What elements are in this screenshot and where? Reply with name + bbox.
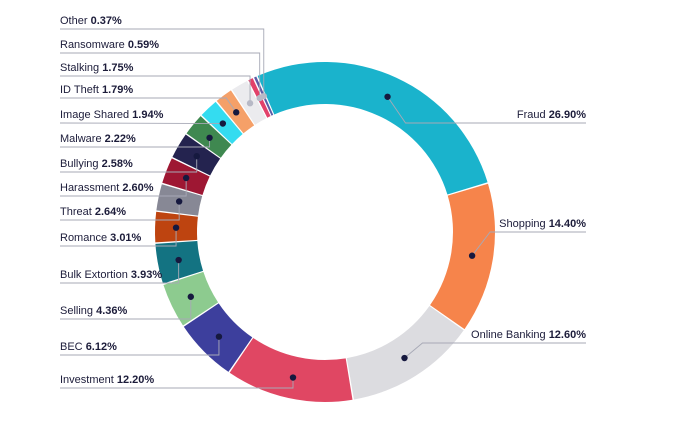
leader-harassment bbox=[60, 177, 187, 197]
label-fraud: Fraud 26.90% bbox=[517, 109, 586, 121]
label-name-investment: Investment bbox=[60, 374, 117, 386]
label-other: Other 0.37% bbox=[60, 15, 122, 27]
dot-harassment bbox=[182, 174, 190, 182]
label-name-romance: Romance bbox=[60, 232, 110, 244]
label-image-shared: Image Shared 1.94% bbox=[60, 109, 164, 121]
label-name-bulk-extortion: Bulk Extortion bbox=[60, 269, 131, 281]
label-value-malware: 2.22% bbox=[105, 133, 136, 145]
label-name-stalking: Stalking bbox=[60, 62, 102, 74]
label-value-bec: 6.12% bbox=[86, 341, 117, 353]
leader-shopping bbox=[471, 231, 586, 256]
leader-other bbox=[60, 28, 265, 97]
slices-layer bbox=[154, 61, 495, 403]
label-name-shopping: Shopping bbox=[499, 218, 549, 230]
label-malware: Malware 2.22% bbox=[60, 133, 136, 145]
leader-investment bbox=[60, 377, 294, 389]
leader-threat bbox=[60, 201, 180, 221]
dot-fraud bbox=[384, 93, 391, 100]
slice-investment bbox=[229, 337, 353, 403]
label-threat: Threat 2.64% bbox=[60, 206, 126, 218]
dot-romance bbox=[172, 224, 180, 231]
dot-bulk-extortion bbox=[175, 256, 182, 264]
dot-bec bbox=[215, 333, 223, 340]
leader-ransomware bbox=[60, 52, 261, 99]
label-bulk-extortion: Bulk Extortion 3.93% bbox=[60, 269, 162, 281]
label-value-stalking: 1.75% bbox=[102, 62, 133, 74]
label-value-other: 0.37% bbox=[91, 15, 122, 27]
dot-investment bbox=[289, 374, 297, 381]
labels-layer: Fraud 26.90% Shopping 14.40% Online Bankin… bbox=[60, 15, 586, 386]
label-romance: Romance 3.01% bbox=[60, 232, 142, 244]
dot-stalking bbox=[246, 100, 254, 107]
dot-other bbox=[260, 92, 267, 100]
label-name-harassment: Harassment bbox=[60, 182, 122, 194]
label-investment: Investment 12.20% bbox=[60, 374, 154, 386]
label-value-ransomware: 0.59% bbox=[128, 39, 159, 51]
label-value-harassment: 2.60% bbox=[122, 182, 153, 194]
label-value-image-shared: 1.94% bbox=[132, 109, 163, 121]
label-name-online-banking: Online Banking bbox=[471, 329, 549, 341]
label-value-shopping: 14.40% bbox=[549, 218, 587, 230]
leader-fraud bbox=[387, 96, 586, 124]
leader-selling bbox=[60, 296, 192, 320]
label-value-bullying: 2.58% bbox=[102, 158, 133, 170]
label-shopping: Shopping 14.40% bbox=[499, 218, 586, 230]
dot-online-banking bbox=[401, 354, 408, 362]
label-name-other: Other bbox=[60, 15, 91, 27]
label-value-bulk-extortion: 3.93% bbox=[131, 269, 162, 281]
label-name-malware: Malware bbox=[60, 133, 105, 145]
leader-bulk-extortion bbox=[60, 260, 180, 284]
label-name-selling: Selling bbox=[60, 305, 96, 317]
label-stalking: Stalking 1.75% bbox=[60, 62, 134, 74]
dot-image-shared bbox=[219, 120, 227, 127]
leader-romance bbox=[60, 227, 177, 247]
label-value-investment: 12.20% bbox=[117, 374, 155, 386]
leader-stalking bbox=[60, 75, 251, 104]
dot-id-theft bbox=[233, 109, 240, 116]
slice-online-banking bbox=[346, 306, 464, 400]
leaders-layer bbox=[59, 28, 586, 389]
label-value-threat: 2.64% bbox=[95, 206, 126, 218]
label-harassment: Harassment 2.60% bbox=[60, 182, 154, 194]
label-value-id-theft: 1.79% bbox=[102, 84, 133, 96]
label-online-banking: Online Banking 12.60% bbox=[471, 329, 586, 341]
label-name-bec: BEC bbox=[60, 341, 86, 353]
label-value-selling: 4.36% bbox=[96, 305, 127, 317]
label-name-image-shared: Image Shared bbox=[60, 109, 132, 121]
label-name-ransomware: Ransomware bbox=[60, 39, 128, 51]
label-bec: BEC 6.12% bbox=[60, 341, 117, 353]
label-name-threat: Threat bbox=[60, 206, 95, 218]
label-bullying: Bullying 2.58% bbox=[60, 158, 133, 170]
dot-bullying bbox=[193, 152, 200, 160]
leader-id-theft bbox=[60, 97, 237, 113]
label-id-theft: ID Theft 1.79% bbox=[60, 84, 133, 96]
dot-shopping bbox=[468, 252, 476, 259]
dot-selling bbox=[187, 293, 195, 300]
label-name-bullying: Bullying bbox=[60, 158, 102, 170]
dot-threat bbox=[175, 198, 183, 205]
label-value-romance: 3.01% bbox=[110, 232, 141, 244]
label-name-id-theft: ID Theft bbox=[60, 84, 102, 96]
leader-image-shared bbox=[59, 122, 223, 124]
label-name-fraud: Fraud bbox=[517, 109, 549, 121]
label-ransomware: Ransomware 0.59% bbox=[60, 39, 159, 51]
slice-shopping bbox=[430, 183, 495, 330]
leader-bec bbox=[60, 336, 220, 356]
leader-bullying bbox=[60, 156, 198, 173]
label-value-fraud: 26.90% bbox=[549, 109, 587, 121]
label-selling: Selling 4.36% bbox=[60, 305, 127, 317]
label-value-online-banking: 12.60% bbox=[549, 329, 587, 341]
slice-fraud bbox=[257, 61, 488, 195]
dot-malware bbox=[206, 134, 213, 141]
leader-online-banking bbox=[404, 342, 586, 359]
